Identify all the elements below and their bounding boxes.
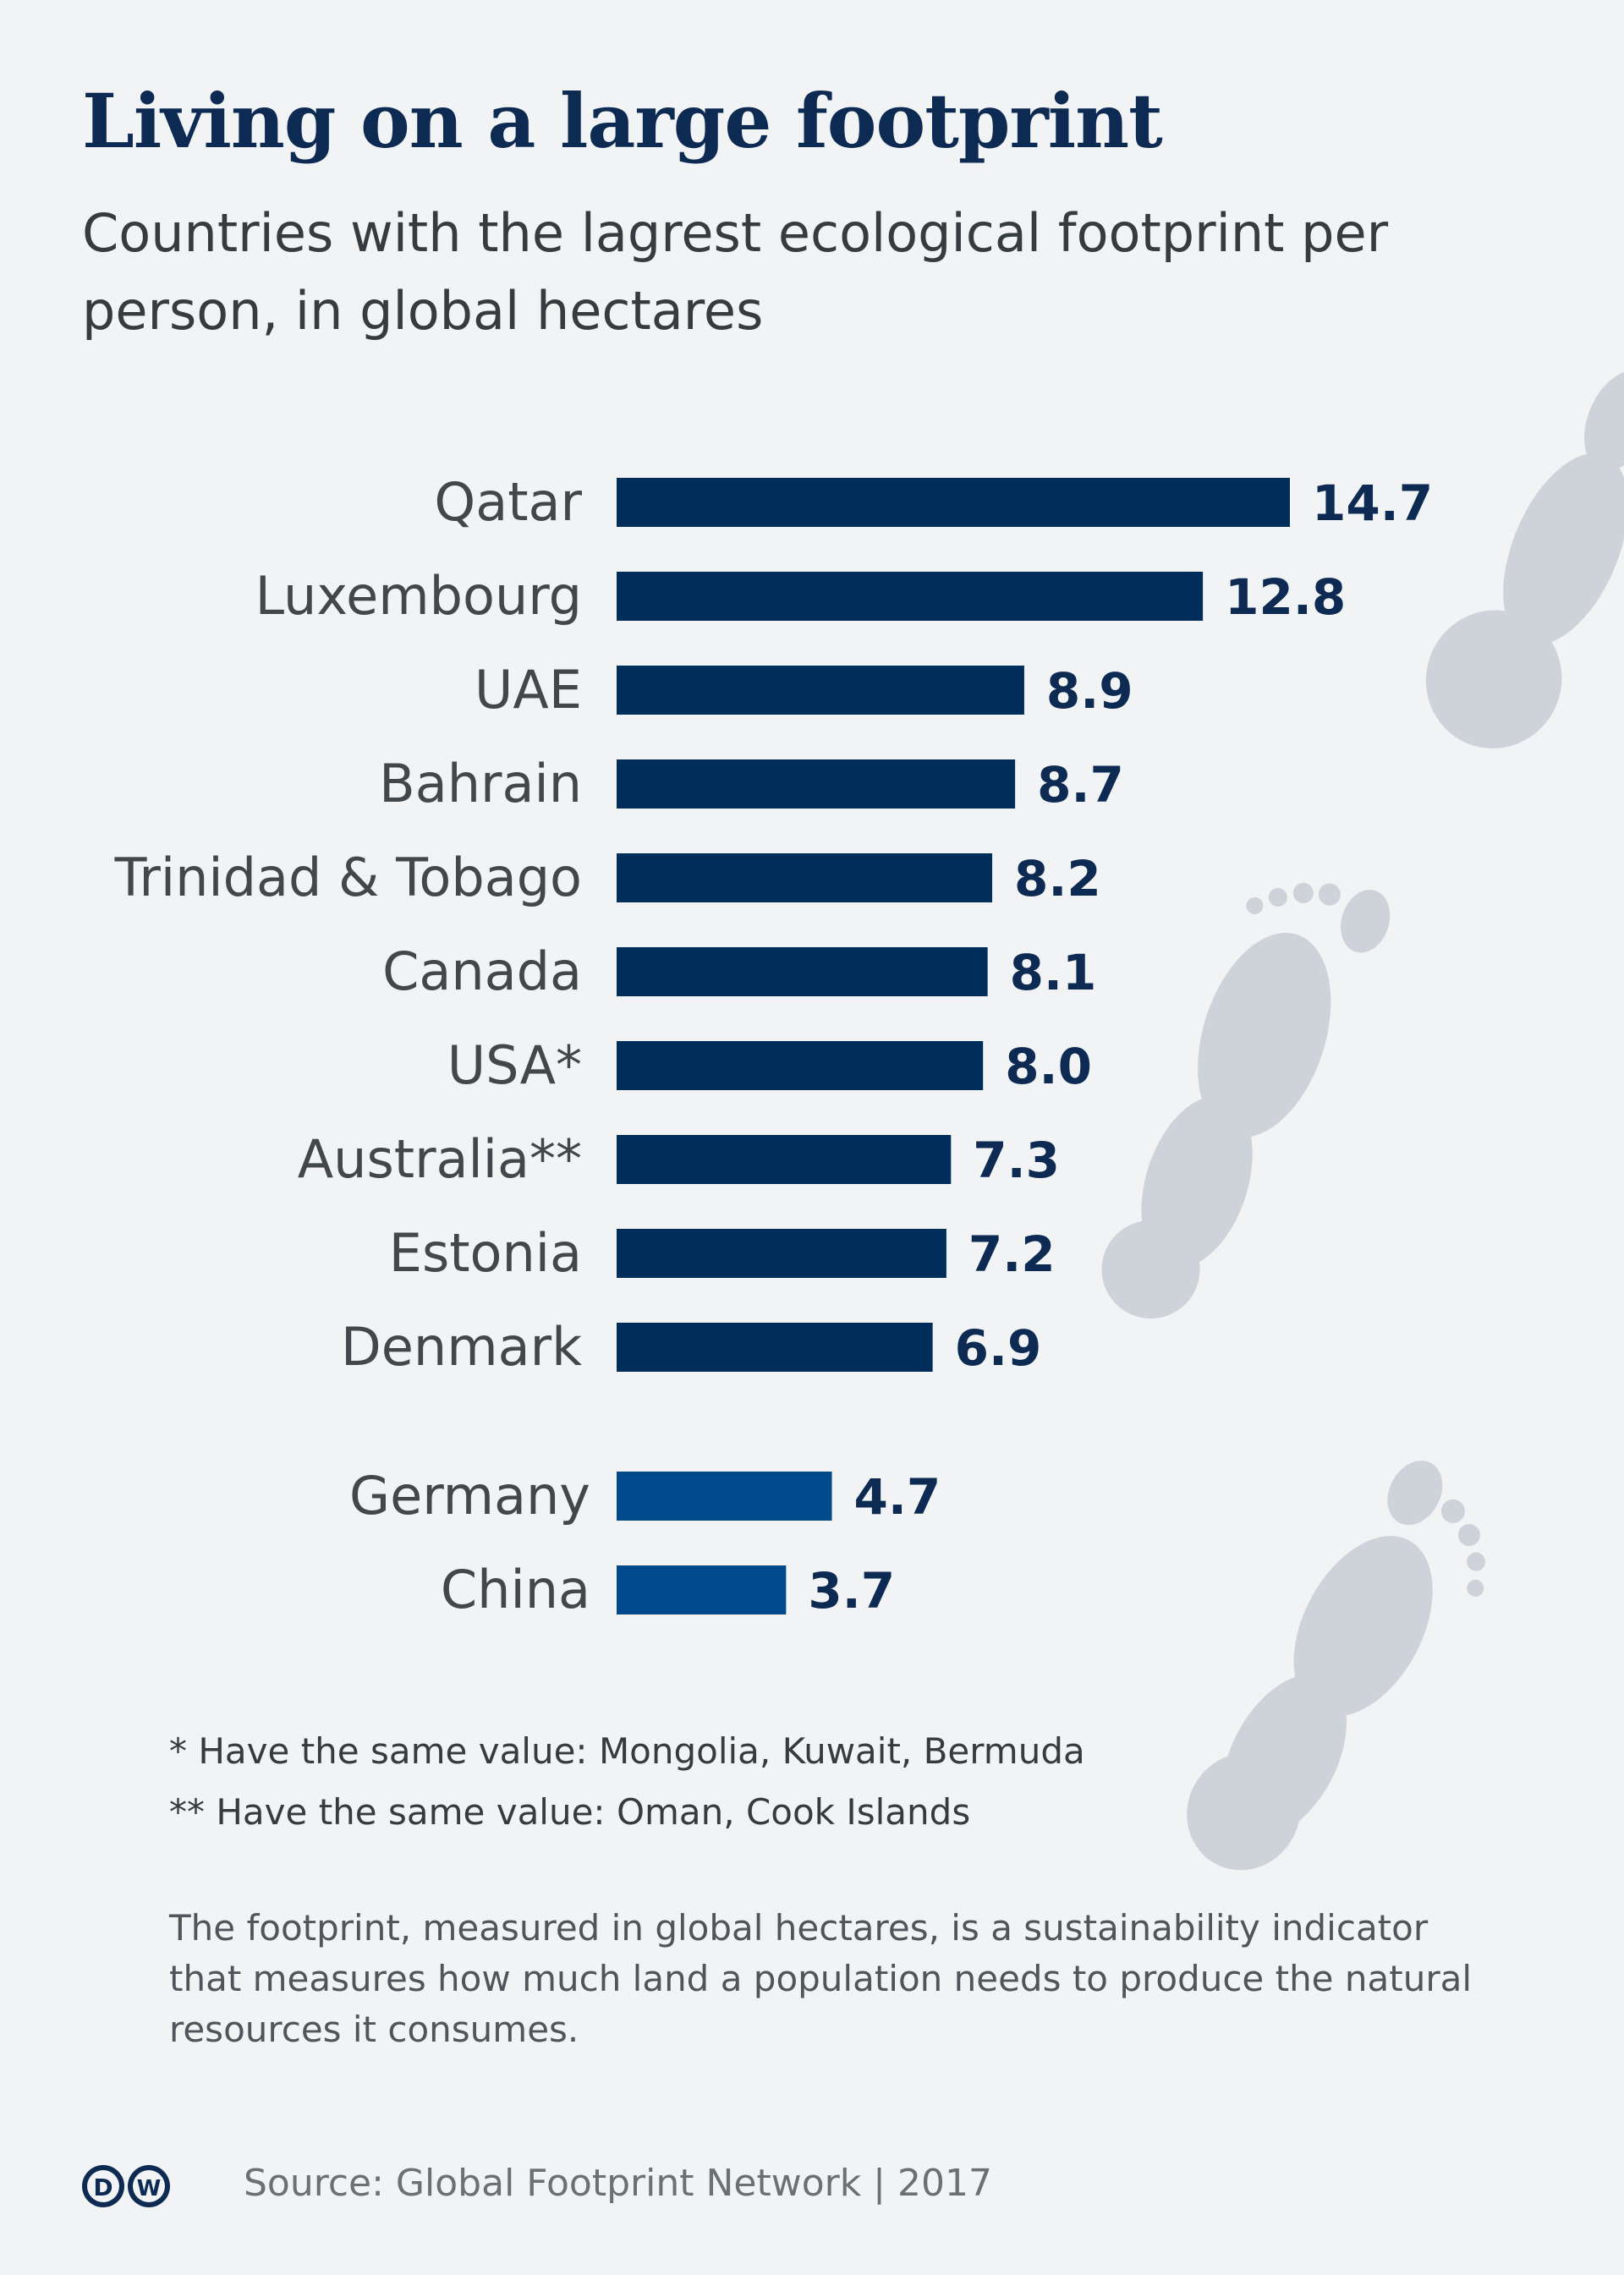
dw-logo-icon: D W bbox=[82, 2165, 170, 2207]
bar-row-2: UAE 8.9 bbox=[475, 659, 1133, 721]
bar-row-5: Canada 8.1 bbox=[382, 940, 1096, 1002]
bar-row-6: USA* 8.0 bbox=[447, 1034, 1092, 1096]
category-label: Estonia bbox=[389, 1222, 582, 1284]
data-label: 6.9 bbox=[955, 1319, 1042, 1377]
data-label: 14.7 bbox=[1312, 474, 1433, 532]
category-label: Bahrain bbox=[379, 753, 582, 814]
chart-subtitle: Countries with the lagrest ecological fo… bbox=[82, 202, 1389, 342]
bar-row-7: Australia** 7.3 bbox=[298, 1128, 1060, 1190]
bar-row-4: Trinidad & Tobago 8.2 bbox=[114, 847, 1101, 908]
category-label: Germany bbox=[349, 1465, 590, 1527]
bar bbox=[617, 478, 1290, 527]
category-label: Australia** bbox=[298, 1128, 582, 1190]
category-label: Luxembourg bbox=[255, 565, 582, 627]
data-label: 8.0 bbox=[1005, 1038, 1092, 1095]
footnote-usa: * Have the same value: Mongolia, Kuwait,… bbox=[169, 1730, 1085, 1772]
bar bbox=[617, 1472, 832, 1521]
footprint-icon-bottom bbox=[1187, 1461, 1486, 1871]
bar bbox=[617, 1229, 946, 1278]
svg-text:D: D bbox=[93, 2174, 112, 2201]
category-label: Canada bbox=[382, 940, 582, 1002]
bar bbox=[617, 666, 1024, 715]
bar bbox=[617, 759, 1016, 809]
svg-text:W: W bbox=[137, 2176, 162, 2201]
footnotes: * Have the same value: Mongolia, Kuwait,… bbox=[169, 1721, 1085, 1843]
category-label: Qatar bbox=[434, 471, 582, 533]
bar-row-8: Estonia 7.2 bbox=[389, 1222, 1056, 1284]
chart-title: Living on a large footprint bbox=[82, 77, 1163, 165]
data-label: 4.7 bbox=[854, 1468, 941, 1526]
bar bbox=[617, 1565, 787, 1614]
data-label: 3.7 bbox=[808, 1562, 895, 1620]
category-label: Trinidad & Tobago bbox=[114, 847, 582, 908]
bar bbox=[617, 853, 993, 902]
data-label: 7.2 bbox=[968, 1225, 1056, 1283]
bar-row-0: Qatar 14.7 bbox=[434, 471, 1433, 533]
bar-row-1: Luxembourg 12.8 bbox=[255, 565, 1347, 627]
bar-row-3: Bahrain 8.7 bbox=[379, 753, 1124, 814]
bar-row-9: Denmark 6.9 bbox=[341, 1316, 1041, 1378]
bar-row-10: Germany 4.7 bbox=[349, 1465, 941, 1527]
data-label: 12.8 bbox=[1225, 568, 1346, 626]
footnote-australia: ** Have the same value: Oman, Cook Islan… bbox=[169, 1791, 971, 1833]
footprint-icon-middle bbox=[1101, 882, 1391, 1319]
data-label: 8.2 bbox=[1014, 850, 1101, 907]
category-label: Denmark bbox=[341, 1316, 582, 1378]
data-label: 8.7 bbox=[1037, 756, 1124, 814]
bar bbox=[617, 572, 1204, 621]
data-label: 8.1 bbox=[1010, 944, 1097, 1001]
footprint-icon-top-right bbox=[1425, 370, 1624, 748]
bar bbox=[617, 1323, 933, 1372]
bar bbox=[617, 1041, 984, 1090]
category-label: China bbox=[441, 1559, 590, 1620]
bar bbox=[617, 1135, 952, 1184]
data-label: 8.9 bbox=[1046, 662, 1133, 720]
bar-row-11: China 3.7 bbox=[441, 1559, 895, 1620]
category-label: UAE bbox=[475, 659, 582, 721]
category-label: USA* bbox=[447, 1034, 582, 1096]
data-label: 7.3 bbox=[973, 1132, 1060, 1189]
description-text: The footprint, measured in global hectar… bbox=[169, 1907, 1472, 2050]
bar bbox=[617, 947, 988, 996]
source-text: Source: Global Footprint Network | 2017 bbox=[244, 2162, 992, 2205]
